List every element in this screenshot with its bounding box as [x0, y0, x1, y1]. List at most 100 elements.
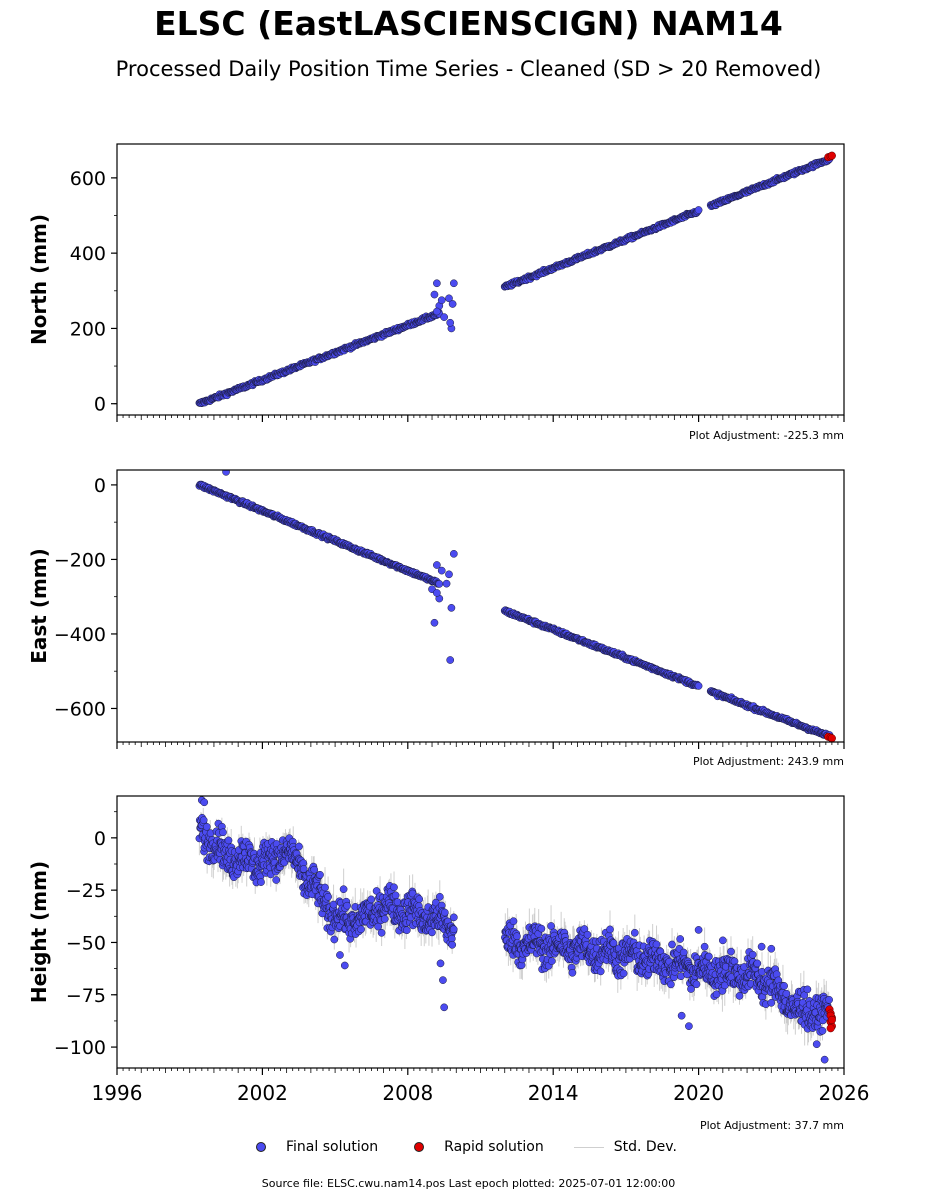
- final-solution-point: [718, 936, 727, 945]
- final-solution-point: [767, 998, 776, 1007]
- chart-subtitle: Processed Daily Position Time Series - C…: [115, 57, 822, 81]
- final-solution-point: [437, 296, 446, 305]
- y-axis-label: East (mm): [27, 548, 51, 664]
- x-tick-label: 2014: [528, 1081, 579, 1105]
- height-plot-adjustment: Plot Adjustment: 37.7 mm: [699, 1119, 844, 1132]
- final-solution-point: [272, 876, 281, 884]
- final-solution-point: [408, 889, 417, 898]
- east-plot-adjustment: Plot Adjustment: 243.9 mm: [692, 755, 844, 768]
- final-solution-point: [700, 942, 709, 951]
- panel-2: −100 −75 −50 −25 0 Height (mm) 1996 2002 2008 201…: [27, 795, 870, 1105]
- final-solution-point: [343, 901, 351, 910]
- final-solution-point: [667, 980, 675, 989]
- source-footer: Source file: ELSC.cwu.nam14.pos Last epo…: [261, 1177, 676, 1190]
- panel-0-marks: [195, 151, 836, 408]
- y-axis-label: North (mm): [27, 214, 51, 345]
- final-solution-point: [436, 959, 445, 968]
- final-solution-point: [324, 892, 332, 901]
- final-solution-point: [547, 922, 555, 930]
- final-solution-point: [329, 900, 338, 909]
- final-solution-point: [446, 656, 455, 664]
- north-plot-adjustment: Plot Adjustment: -225.3 mm: [689, 429, 844, 442]
- final-solution-point: [818, 1026, 827, 1035]
- final-solution-point: [377, 928, 386, 937]
- x-tick-label: 2008: [382, 1081, 433, 1105]
- final-solution-point: [224, 836, 233, 845]
- final-solution-point: [679, 948, 688, 957]
- final-solution-point: [433, 279, 441, 288]
- final-solution-point: [435, 892, 444, 901]
- x-tick-label: 2026: [819, 1081, 870, 1105]
- final-solution-point: [712, 990, 721, 999]
- final-solution-point: [435, 580, 444, 588]
- y-tick-label: −75: [66, 985, 106, 1007]
- final-solution-point: [780, 982, 788, 990]
- y-tick-label: −600: [54, 698, 106, 720]
- std-dev-line-icon: [573, 1146, 604, 1148]
- final-solution-point: [705, 952, 713, 961]
- final-solution-point: [449, 925, 458, 934]
- final-solution-point: [727, 947, 735, 956]
- y-tick-label: −400: [54, 624, 106, 646]
- final-solution-point: [676, 935, 685, 943]
- final-solution-point: [449, 549, 458, 558]
- y-tick-label: −200: [54, 549, 106, 571]
- final-solution-point: [753, 959, 762, 968]
- rapid-solution-point: [827, 151, 836, 160]
- final-solution-point: [509, 917, 518, 926]
- y-tick-label: 0: [94, 828, 106, 850]
- final-solution-point: [652, 940, 661, 949]
- panel-1: −600 −400 −200 0 East (mm): [27, 469, 845, 749]
- final-solution-point: [257, 878, 265, 886]
- final-solution-point: [825, 995, 833, 1004]
- final-solution-point: [202, 822, 211, 831]
- final-solution-point: [803, 985, 812, 994]
- final-solution-point: [200, 798, 209, 807]
- final-solution-point: [513, 932, 521, 941]
- legend-final-label: Final solution: [286, 1139, 379, 1155]
- final-solution-point: [758, 967, 766, 976]
- final-solution-point: [687, 985, 695, 993]
- final-solution-point: [222, 470, 230, 476]
- final-solution-point: [439, 976, 447, 984]
- panel-2-marks: [195, 796, 836, 1064]
- final-solution-point: [440, 313, 448, 321]
- final-solution-point: [630, 928, 639, 937]
- final-solution-point: [440, 908, 449, 917]
- final-solution-point: [433, 589, 441, 597]
- final-solution-point: [433, 561, 441, 569]
- y-tick-label: −100: [54, 1037, 106, 1059]
- final-solution-point: [448, 300, 457, 308]
- final-solution-point: [547, 957, 556, 965]
- legend-std: Std. Dev.: [573, 1139, 677, 1155]
- final-solution-point: [442, 579, 451, 588]
- final-solution-point: [390, 883, 398, 892]
- final-solution-point: [449, 279, 458, 288]
- rapid-solution-point: [827, 1015, 836, 1024]
- rapid-solution-point: [826, 1024, 835, 1033]
- y-tick-label: −25: [66, 880, 106, 902]
- rapid-solution-marker-icon: [414, 1142, 425, 1152]
- panel-2-frame: [116, 795, 845, 1069]
- legend-rapid: Rapid solution: [408, 1139, 544, 1155]
- x-tick-label: 1996: [92, 1081, 143, 1105]
- legend: Final solution Rapid solution Std. Dev.: [250, 1137, 707, 1157]
- final-solution-point: [820, 1055, 829, 1064]
- final-solution-point: [316, 870, 324, 879]
- final-solution-point: [782, 989, 791, 998]
- y-tick-label: 400: [70, 243, 106, 265]
- final-solution-point: [336, 951, 344, 959]
- final-solution-point: [433, 307, 441, 316]
- final-solution-point: [447, 604, 456, 612]
- final-solution-point: [339, 885, 348, 894]
- final-solution-point: [568, 968, 577, 977]
- final-solution-point: [430, 618, 439, 627]
- final-solution-point: [685, 1022, 693, 1031]
- final-solution-point: [380, 915, 389, 923]
- final-solution-point: [310, 865, 319, 874]
- final-solution-point: [694, 926, 703, 934]
- panel-1-marks: [195, 470, 836, 742]
- final-solution-point: [402, 926, 411, 935]
- final-solution-point: [415, 895, 424, 904]
